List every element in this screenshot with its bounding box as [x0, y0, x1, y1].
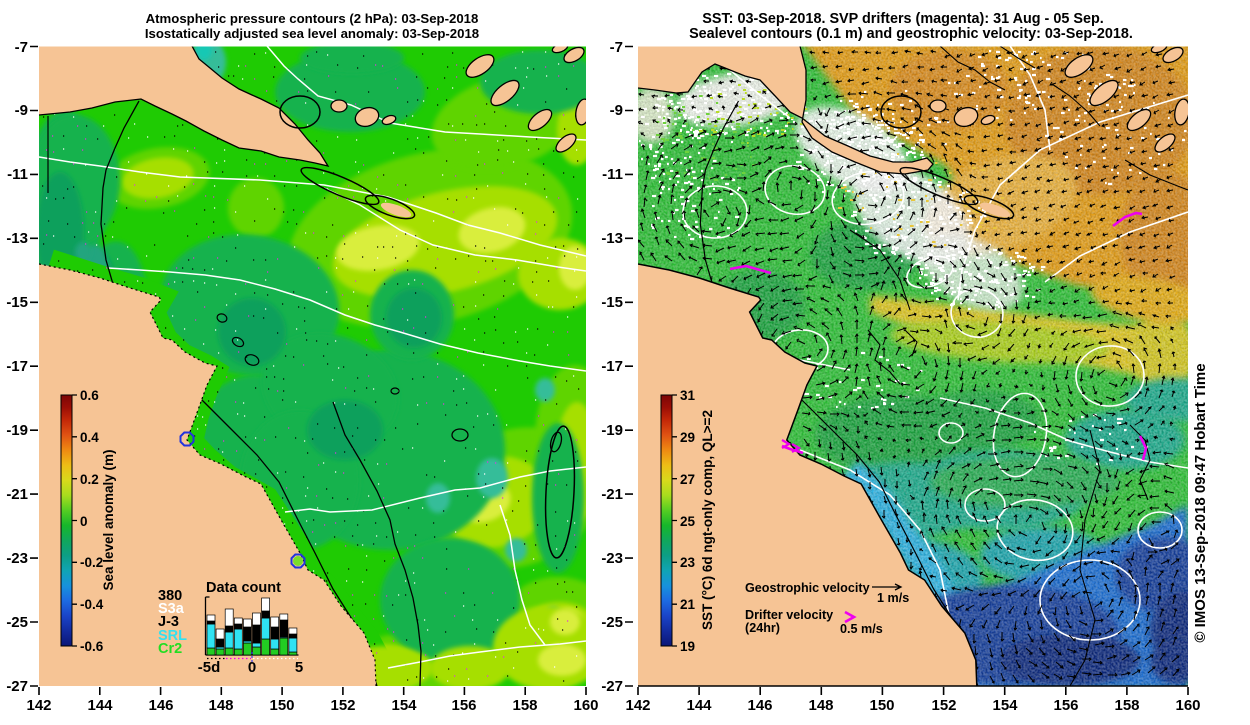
svg-text:29: 29	[680, 430, 695, 445]
svg-text:-27: -27	[601, 678, 623, 695]
svg-text:-13: -13	[6, 230, 28, 247]
svg-text:-15: -15	[6, 294, 28, 311]
svg-text:-0.2: -0.2	[80, 555, 103, 570]
svg-text:158: 158	[512, 697, 537, 714]
svg-text:156: 156	[451, 697, 476, 714]
svg-text:23: 23	[680, 555, 696, 570]
svg-text:-0.6: -0.6	[80, 639, 104, 654]
svg-text:144: 144	[686, 697, 712, 714]
svg-text:146: 146	[148, 697, 173, 714]
svg-text:-7: -7	[15, 39, 28, 56]
svg-text:1 m/s: 1 m/s	[877, 591, 909, 605]
svg-text:0.2: 0.2	[80, 472, 99, 487]
svg-text:156: 156	[1053, 697, 1078, 714]
svg-text:152: 152	[330, 697, 355, 714]
svg-text:Data count: Data count	[206, 580, 281, 596]
svg-text:158: 158	[1114, 697, 1139, 714]
svg-text:Sealevel contours (0.1 m) and: Sealevel contours (0.1 m) and geostrophi…	[689, 26, 1133, 42]
svg-text:160: 160	[573, 697, 598, 714]
svg-text:-21: -21	[6, 486, 28, 503]
svg-text:154: 154	[992, 697, 1018, 714]
svg-text:0.4: 0.4	[80, 430, 99, 445]
svg-text:-11: -11	[602, 166, 623, 183]
svg-text:-21: -21	[601, 486, 623, 503]
svg-text:5: 5	[295, 659, 303, 676]
svg-text:SST (°C) 6d ngt-only comp, QL>: SST (°C) 6d ngt-only comp, QL>=2	[700, 410, 715, 630]
svg-text:Drifter velocity: Drifter velocity	[745, 608, 833, 622]
svg-text:-7: -7	[610, 39, 623, 56]
svg-text:-5d: -5d	[198, 659, 221, 676]
svg-text:-15: -15	[601, 294, 623, 311]
svg-text:-17: -17	[601, 358, 623, 375]
svg-text:380: 380	[158, 588, 182, 604]
svg-text:154: 154	[391, 697, 417, 714]
svg-text:© IMOS 13-Sep-2018 09:47 Hobar: © IMOS 13-Sep-2018 09:47 Hobart Time	[1192, 363, 1209, 642]
svg-text:-27: -27	[6, 678, 28, 695]
svg-text:150: 150	[869, 697, 894, 714]
svg-text:160: 160	[1175, 697, 1200, 714]
svg-text:19: 19	[680, 639, 695, 654]
svg-text:0.6: 0.6	[80, 388, 99, 403]
svg-text:148: 148	[208, 697, 233, 714]
svg-text:Atmospheric pressure contours: Atmospheric pressure contours (2 hPa): 0…	[146, 11, 479, 26]
svg-text:0.5 m/s: 0.5 m/s	[840, 622, 883, 636]
svg-text:-9: -9	[610, 102, 623, 119]
svg-text:-25: -25	[601, 614, 623, 631]
svg-text:-23: -23	[6, 550, 28, 567]
svg-text:-25: -25	[6, 614, 28, 631]
svg-text:31: 31	[680, 388, 696, 403]
svg-text:-19: -19	[601, 422, 623, 439]
svg-text:150: 150	[269, 697, 294, 714]
svg-text:Cr2: Cr2	[158, 641, 182, 657]
svg-text:Sea level anomaly (m): Sea level anomaly (m)	[101, 449, 116, 590]
svg-text:152: 152	[931, 697, 956, 714]
svg-text:SRL: SRL	[158, 628, 187, 644]
svg-text:Isostatically adjusted sea lev: Isostatically adjusted sea level anomaly…	[145, 26, 479, 41]
svg-text:-13: -13	[601, 230, 623, 247]
svg-text:-0.4: -0.4	[80, 597, 104, 612]
svg-text:21: 21	[680, 597, 696, 612]
svg-text:0: 0	[248, 659, 256, 676]
svg-text:-23: -23	[601, 550, 623, 567]
svg-text:-9: -9	[15, 102, 28, 119]
svg-text:SST: 03-Sep-2018. SVP drifters: SST: 03-Sep-2018. SVP drifters (magenta)…	[702, 11, 1103, 27]
svg-text:S3a: S3a	[158, 601, 185, 617]
svg-text:J-3: J-3	[158, 614, 179, 630]
svg-text:-17: -17	[6, 358, 28, 375]
svg-text:27: 27	[680, 472, 695, 487]
svg-text:-19: -19	[6, 422, 28, 439]
svg-text:142: 142	[26, 697, 51, 714]
svg-text:142: 142	[625, 697, 650, 714]
svg-text:146: 146	[747, 697, 772, 714]
svg-text:0: 0	[80, 514, 88, 529]
svg-text:-11: -11	[7, 166, 28, 183]
svg-text:(24hr): (24hr)	[745, 621, 780, 635]
svg-text:25: 25	[680, 514, 696, 529]
svg-text:148: 148	[808, 697, 833, 714]
svg-text:Geostrophic velocity: Geostrophic velocity	[745, 581, 870, 595]
svg-text:144: 144	[87, 697, 113, 714]
